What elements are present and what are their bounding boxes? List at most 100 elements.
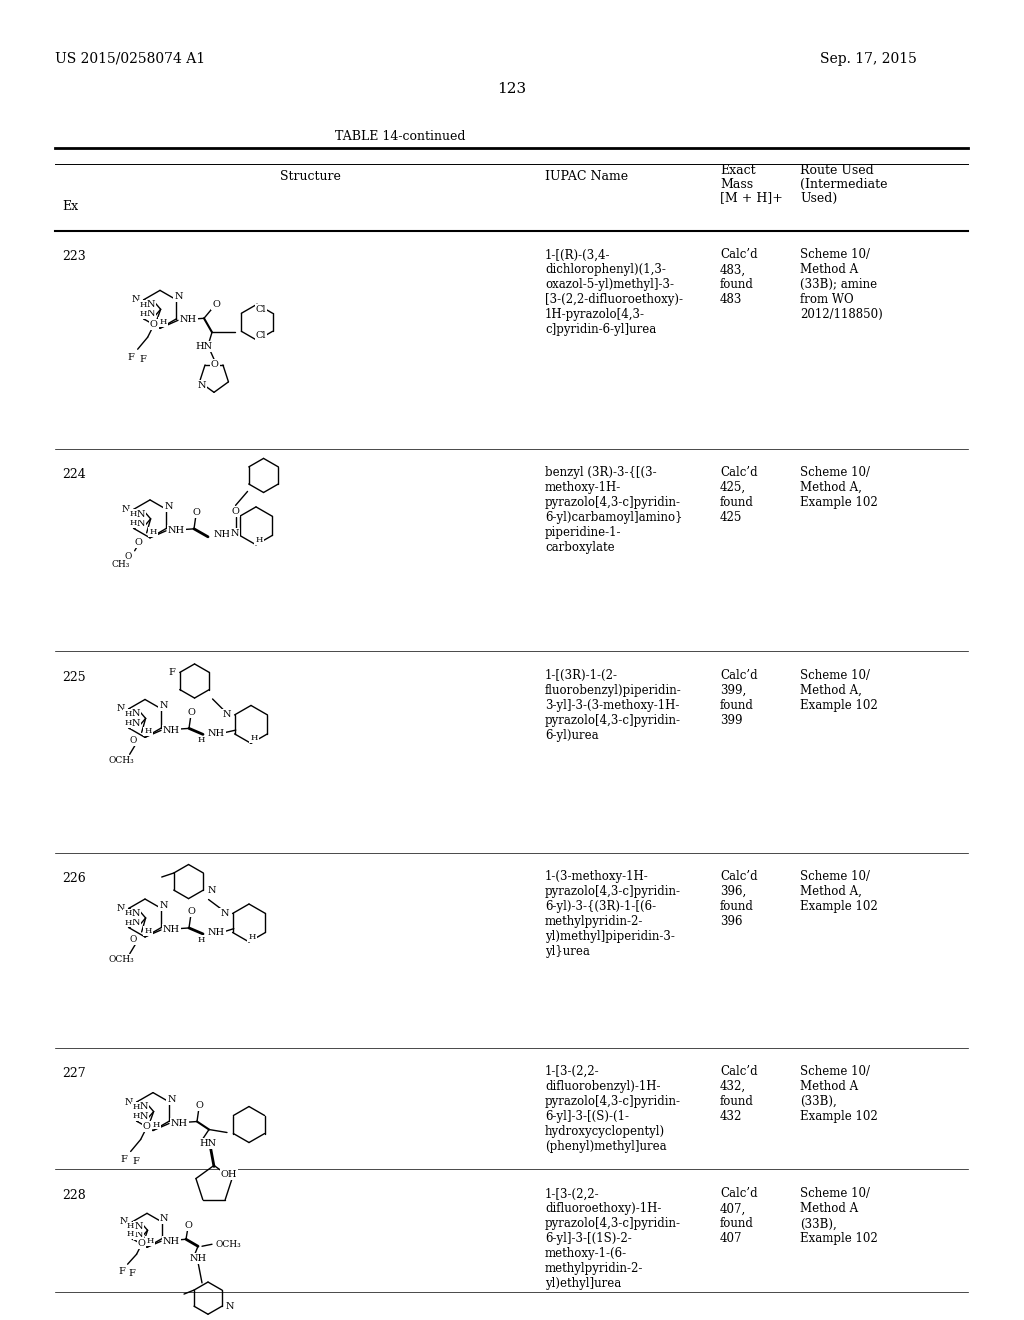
Text: H: H xyxy=(132,1113,139,1121)
Text: N: N xyxy=(159,902,168,909)
Text: 1-[(R)-(3,4-
dichlorophenyl)(1,3-
oxazol-5-yl)methyl]-3-
[3-(2,2-difluoroethoxy): 1-[(R)-(3,4- dichlorophenyl)(1,3- oxazol… xyxy=(545,248,683,337)
Text: N: N xyxy=(198,381,206,391)
Text: HN: HN xyxy=(196,342,213,351)
Text: H: H xyxy=(146,1237,154,1245)
Text: US 2015/0258074 A1: US 2015/0258074 A1 xyxy=(55,51,205,66)
Text: H: H xyxy=(144,927,152,935)
Text: N: N xyxy=(164,502,173,511)
Text: TABLE 14-continued: TABLE 14-continued xyxy=(335,129,465,143)
Text: N: N xyxy=(167,1094,176,1104)
Text: N: N xyxy=(117,904,125,913)
Text: N: N xyxy=(207,886,216,895)
Text: Scheme 10/
Method A
(33B); amine
from WO
2012/118850): Scheme 10/ Method A (33B); amine from WO… xyxy=(800,248,883,322)
Text: NH: NH xyxy=(180,314,198,323)
Text: Calc’d
407,
found
407: Calc’d 407, found 407 xyxy=(720,1188,758,1245)
Text: 1-[3-(2,2-
difluoroethoxy)-1H-
pyrazolo[4,3-c]pyridin-
6-yl]-3-[(1S)-2-
methoxy-: 1-[3-(2,2- difluoroethoxy)-1H- pyrazolo[… xyxy=(545,1188,681,1291)
Text: N: N xyxy=(117,705,125,713)
Text: N: N xyxy=(146,309,156,318)
Text: H: H xyxy=(124,719,132,727)
Text: N: N xyxy=(139,1102,148,1111)
Text: O: O xyxy=(125,552,132,561)
Text: H: H xyxy=(153,1121,160,1129)
Text: O: O xyxy=(211,360,219,370)
Text: O: O xyxy=(150,319,158,329)
Text: N: N xyxy=(121,504,130,513)
Text: N: N xyxy=(160,1214,168,1224)
Text: NH: NH xyxy=(171,1119,188,1129)
Text: O: O xyxy=(187,907,195,916)
Text: O: O xyxy=(193,508,200,517)
Text: 228: 228 xyxy=(62,1189,86,1203)
Text: OCH₃: OCH₃ xyxy=(109,756,134,764)
Text: Calc’d
396,
found
396: Calc’d 396, found 396 xyxy=(720,870,758,928)
Text: Mass: Mass xyxy=(720,178,753,190)
Text: benzyl (3R)-3-{[(3-
methoxy-1H-
pyrazolo[4,3-c]pyridin-
6-yl)carbamoyl]amino}
pi: benzyl (3R)-3-{[(3- methoxy-1H- pyrazolo… xyxy=(545,466,683,554)
Text: H: H xyxy=(127,1222,134,1230)
Text: Structure: Structure xyxy=(280,170,341,182)
Text: H: H xyxy=(150,528,157,536)
Text: OH: OH xyxy=(221,1171,238,1179)
Text: O: O xyxy=(184,1221,191,1230)
Text: H: H xyxy=(248,933,256,941)
Text: H: H xyxy=(250,734,258,742)
Text: F: F xyxy=(128,1269,135,1278)
Text: H: H xyxy=(160,318,167,326)
Text: H: H xyxy=(139,310,146,318)
Text: H: H xyxy=(198,936,205,944)
Text: H: H xyxy=(129,511,136,519)
Text: N: N xyxy=(136,510,145,519)
Text: O: O xyxy=(231,507,240,516)
Text: N: N xyxy=(132,718,140,727)
Text: NH: NH xyxy=(190,1254,207,1263)
Text: NH: NH xyxy=(208,729,225,738)
Text: F: F xyxy=(168,668,175,677)
Text: IUPAC Name: IUPAC Name xyxy=(545,170,628,182)
Text: NH: NH xyxy=(214,531,231,540)
Text: [M + H]+: [M + H]+ xyxy=(720,191,783,205)
Text: (Intermediate: (Intermediate xyxy=(800,178,888,190)
Text: Calc’d
399,
found
399: Calc’d 399, found 399 xyxy=(720,668,758,726)
Text: 224: 224 xyxy=(62,469,86,480)
Text: N: N xyxy=(159,701,168,710)
Text: O: O xyxy=(130,735,137,744)
Text: Scheme 10/
Method A,
Example 102: Scheme 10/ Method A, Example 102 xyxy=(800,466,878,510)
Text: 1-(3-methoxy-1H-
pyrazolo[4,3-c]pyridin-
6-yl)-3-{(3R)-1-[(6-
methylpyridin-2-
y: 1-(3-methoxy-1H- pyrazolo[4,3-c]pyridin-… xyxy=(545,870,681,958)
Text: N: N xyxy=(230,529,239,537)
Text: H: H xyxy=(124,710,132,718)
Text: N: N xyxy=(139,1111,148,1121)
Text: H: H xyxy=(124,909,132,917)
Text: O: O xyxy=(187,708,195,717)
Text: O: O xyxy=(142,1122,151,1131)
Text: 225: 225 xyxy=(62,671,86,684)
Text: OCH₃: OCH₃ xyxy=(109,956,134,965)
Text: Sep. 17, 2015: Sep. 17, 2015 xyxy=(820,51,916,66)
Text: O: O xyxy=(212,300,220,309)
Text: H: H xyxy=(127,1230,134,1238)
Text: N: N xyxy=(132,709,140,718)
Text: Scheme 10/
Method A,
Example 102: Scheme 10/ Method A, Example 102 xyxy=(800,870,878,913)
Text: Exact: Exact xyxy=(720,164,756,177)
Text: O: O xyxy=(137,1238,145,1247)
Text: N: N xyxy=(136,519,145,528)
Text: Scheme 10/
Method A,
Example 102: Scheme 10/ Method A, Example 102 xyxy=(800,668,878,711)
Text: OCH₃: OCH₃ xyxy=(216,1239,242,1249)
Text: Used): Used) xyxy=(800,191,838,205)
Text: H: H xyxy=(198,737,205,744)
Text: N: N xyxy=(134,1230,142,1238)
Text: O: O xyxy=(135,539,142,548)
Text: Route Used: Route Used xyxy=(800,164,873,177)
Text: N: N xyxy=(124,1097,133,1106)
Text: H: H xyxy=(255,536,263,544)
Text: 1-[(3R)-1-(2-
fluorobenzyl)piperidin-
3-yl]-3-(3-methoxy-1H-
pyrazolo[4,3-c]pyri: 1-[(3R)-1-(2- fluorobenzyl)piperidin- 3-… xyxy=(545,668,682,742)
Text: 227: 227 xyxy=(62,1067,86,1080)
Text: N: N xyxy=(132,909,140,917)
Text: 223: 223 xyxy=(62,251,86,264)
Text: H: H xyxy=(124,919,132,927)
Text: N: N xyxy=(225,1302,234,1311)
Text: H: H xyxy=(139,301,146,309)
Text: N: N xyxy=(120,1217,129,1226)
Text: HN: HN xyxy=(199,1139,216,1148)
Text: Calc’d
483,
found
483: Calc’d 483, found 483 xyxy=(720,248,758,306)
Text: NH: NH xyxy=(163,1237,180,1246)
Text: N: N xyxy=(134,1222,142,1230)
